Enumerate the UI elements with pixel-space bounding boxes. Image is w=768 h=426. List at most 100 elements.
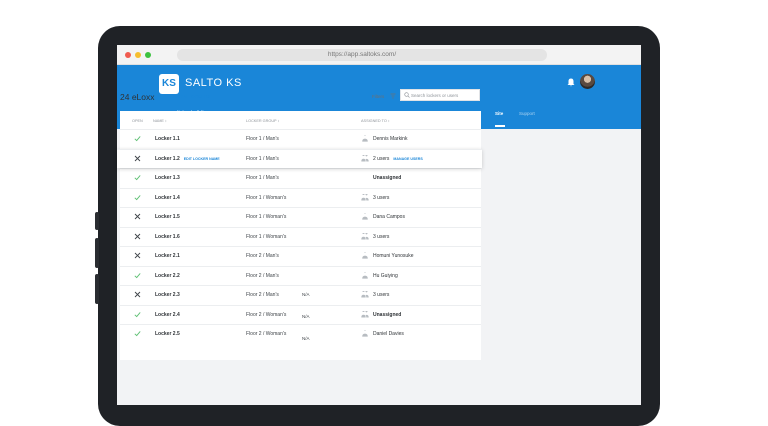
locker-name-text: Locker 2.5 — [155, 331, 180, 337]
locker-name: Locker 2.5 — [155, 331, 180, 337]
search-icon — [404, 92, 410, 98]
close-window-icon[interactable] — [125, 52, 131, 58]
locker-name-text: Locker 1.6 — [155, 233, 180, 240]
table-row[interactable]: Locker 1.2 EDIT LOCKER NAME Floor 1 / Man'… — [117, 148, 482, 168]
assigned-to-text: 2 users — [373, 155, 390, 162]
locker-name: Locker 1.4 — [155, 195, 180, 201]
locker-name: Locker 1.1 — [155, 136, 180, 142]
assigned-to: 3 users — [373, 195, 389, 201]
users-icon — [361, 154, 369, 161]
locker-name-text: Locker 1.2 — [155, 155, 180, 162]
assigned-to-text: Hu Guiying — [373, 272, 398, 279]
assigned-to-text: 3 users — [373, 194, 390, 201]
locker-name-text: Locker 1.1 — [155, 136, 180, 142]
device-button — [95, 212, 99, 230]
nav-tab-support[interactable]: Support — [519, 111, 535, 116]
assigned-to: Unassigned — [373, 175, 401, 181]
locker-name: Locker 1.2 EDIT LOCKER NAME — [155, 156, 220, 162]
search-input[interactable] — [400, 89, 480, 101]
nav-tab-label: Support — [519, 111, 535, 116]
locker-group: Floor 1 / Woman's — [246, 194, 287, 201]
assigned-to: Dana Campos — [373, 214, 405, 220]
assigned-to-text: Unassigned — [373, 175, 402, 181]
maximize-window-icon[interactable] — [145, 52, 151, 58]
user-avatar[interactable] — [580, 74, 595, 89]
edit-locker-name-button[interactable]: EDIT LOCKER NAME — [183, 156, 220, 161]
cross-icon — [134, 233, 141, 239]
check-icon — [134, 175, 141, 181]
locker-group: Floor 1 / Woman's — [246, 233, 287, 240]
locker-name-text: Locker 2.4 — [155, 311, 180, 318]
table-row[interactable]: Locker 2.4 Floor 2 / Woman's Unassigned — [120, 304, 481, 324]
user-icon — [362, 271, 368, 279]
locker-name: Locker 1.3 — [155, 175, 180, 181]
check-icon — [134, 194, 141, 200]
locker-name-text: Locker 1.3 — [155, 175, 180, 181]
assigned-to: Dennis Markink — [373, 136, 407, 142]
manage-users-button[interactable]: MANAGE USERS — [393, 156, 423, 161]
table-row[interactable]: Locker 2.1 Floor 2 / Man's Homuni Yunosuke — [120, 246, 481, 265]
check-icon — [134, 136, 141, 142]
table-row[interactable]: Locker 1.1 Floor 1 / Man's Dennis Markink — [120, 129, 481, 148]
locker-group: Floor 2 / Man's — [246, 272, 279, 279]
bell-icon[interactable] — [567, 78, 575, 87]
locker-group: Floor 1 / Man's — [246, 155, 279, 162]
assign-lockers-button[interactable]: + ASSIGN LOCKERS — [166, 94, 211, 99]
check-icon — [134, 331, 141, 337]
user-icon — [362, 135, 368, 142]
na-label: N/A — [302, 314, 310, 319]
table-row[interactable]: Locker 2.5 Floor 2 / Woman's Daniel Davies — [120, 324, 481, 343]
locker-name: Locker 2.1 — [155, 253, 180, 259]
locker-name-text: Locker 2.2 — [155, 272, 180, 279]
active-tab-indicator — [495, 125, 505, 127]
locker-group: Floor 2 / Woman's — [246, 331, 287, 337]
column-header-assigned-to[interactable]: ASSIGNED TO ↕ — [361, 119, 390, 123]
locker-group: Floor 2 / Man's — [246, 292, 279, 298]
cross-icon — [134, 213, 141, 220]
brand-name: SALTO KS — [185, 77, 242, 89]
table-row[interactable]: Locker 1.3 Floor 1 / Man's Unassigned — [120, 168, 481, 187]
table-row[interactable]: Locker 2.3 Floor 2 / Man's 3 users — [120, 285, 481, 304]
locker-group: Floor 2 / Woman's — [246, 311, 287, 318]
browser-bar: https://app.saltoks.com/ — [117, 45, 641, 65]
assigned-to-text: 3 users — [373, 233, 390, 240]
assigned-to-text: Homuni Yunosuke — [373, 253, 414, 259]
locker-name: Locker 1.6 — [155, 234, 180, 240]
search-placeholder: Search lockers or users — [411, 93, 459, 98]
assigned-to-text: Dana Campos — [373, 214, 405, 220]
table-row[interactable]: Locker 2.2 Floor 2 / Man's Hu Guiying — [120, 265, 481, 285]
filter-icon[interactable] — [390, 93, 396, 99]
address-bar[interactable]: https://app.saltoks.com/ — [177, 49, 547, 61]
table-row[interactable]: Locker 1.5 Floor 1 / Woman's Dana Campos — [120, 207, 481, 226]
users-icon — [361, 193, 369, 200]
table-row[interactable]: Locker 1.4 Floor 1 / Woman's 3 users — [120, 187, 481, 207]
nav-tab-label: Site — [495, 111, 504, 116]
minimize-window-icon[interactable] — [135, 52, 141, 58]
cross-icon — [134, 252, 141, 259]
device-button — [95, 274, 99, 304]
assigned-to: 2 users MANAGE USERS — [373, 156, 423, 162]
column-header-locker-group[interactable]: LOCKER GROUP ↕ — [246, 119, 280, 123]
column-header-open: OPEN — [132, 119, 143, 123]
salto-logo[interactable]: KS — [159, 74, 179, 94]
table-row[interactable]: Locker 1.6 Floor 1 / Woman's 3 users — [120, 226, 481, 246]
check-icon — [134, 311, 141, 317]
nav-tab-site[interactable]: Site — [495, 111, 503, 116]
assigned-to: Unassigned — [373, 312, 401, 318]
locker-name: Locker 2.2 — [155, 273, 180, 279]
locker-group: Floor 2 / Man's — [246, 253, 279, 259]
column-header-name[interactable]: NAME ↕ — [153, 119, 167, 123]
filters-button[interactable]: Filters — [372, 94, 385, 99]
assigned-to: 3 users — [373, 292, 389, 298]
assigned-to: Homuni Yunosuke — [373, 253, 414, 259]
locker-name: Locker 2.4 — [155, 312, 180, 318]
user-icon — [362, 252, 368, 259]
assigned-to-text: Unassigned — [373, 311, 402, 318]
user-icon — [362, 213, 368, 220]
assigned-to-text: 3 users — [373, 292, 390, 298]
device-button — [95, 238, 99, 268]
assigned-to: Daniel Davies — [373, 331, 404, 337]
locker-name-text: Locker 1.4 — [155, 194, 180, 201]
na-label: N/A — [302, 336, 310, 341]
locker-name: Locker 2.3 — [155, 292, 180, 298]
